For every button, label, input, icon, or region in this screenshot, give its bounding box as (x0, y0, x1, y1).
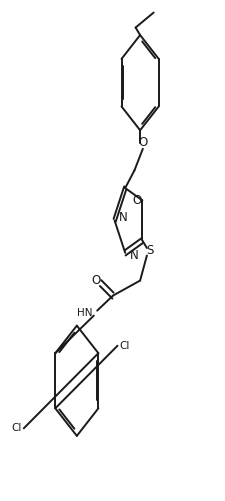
Text: N: N (119, 211, 127, 224)
Text: O: O (132, 194, 141, 207)
Text: O: O (91, 274, 100, 287)
Text: N: N (129, 249, 138, 262)
Text: HN: HN (77, 308, 92, 318)
Text: Cl: Cl (11, 423, 21, 433)
Text: O: O (138, 136, 147, 149)
Text: Cl: Cl (119, 341, 130, 351)
Text: S: S (146, 244, 153, 257)
